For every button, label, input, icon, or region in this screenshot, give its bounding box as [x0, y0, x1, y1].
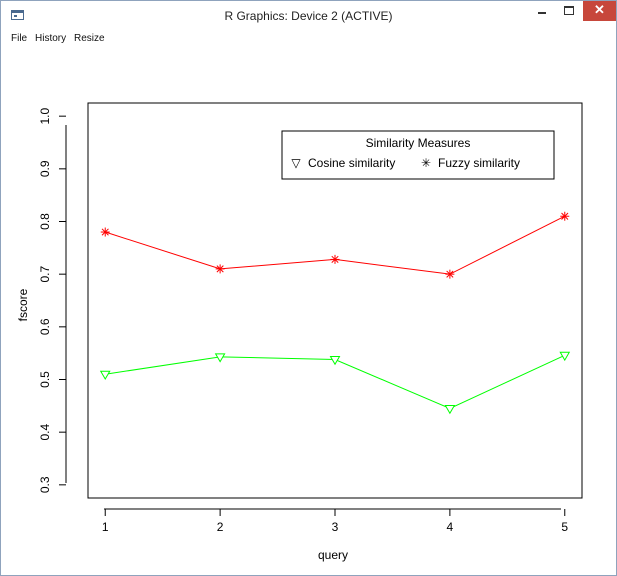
legend-fuzzy-label: Fuzzy similarity — [438, 156, 520, 170]
data-point-fuzzy-similarity — [215, 264, 225, 274]
close-icon: ✕ — [594, 2, 605, 17]
x-tick-label: 5 — [561, 520, 568, 534]
legend-cosine-icon: ▽ — [291, 156, 301, 170]
legend: Similarity Measures ▽ Cosine similarity … — [281, 130, 555, 180]
y-axis: 0.3 0.4 0.5 0.6 0.7 0.8 0.9 1.0 — [38, 108, 66, 493]
y-tick-label: 0.4 — [38, 424, 52, 441]
x-tick-label: 2 — [217, 520, 224, 534]
data-point-fuzzy-similarity — [445, 269, 455, 279]
series-line-fuzzy-similarity — [105, 215, 565, 275]
legend-fuzzy-icon: ✳ — [421, 156, 431, 170]
data-point-fuzzy-similarity — [560, 211, 570, 221]
data-point-cosine-similarity — [329, 355, 341, 366]
maximize-icon — [564, 6, 574, 15]
data-point-cosine-similarity — [444, 404, 456, 415]
data-point-fuzzy-similarity — [330, 254, 340, 264]
close-button[interactable]: ✕ — [583, 1, 616, 21]
x-axis: 1 2 3 4 5 — [102, 509, 568, 534]
window-title: R Graphics: Device 2 (ACTIVE) — [224, 9, 393, 23]
minimize-icon — [538, 12, 546, 14]
x-tick-label: 3 — [332, 520, 339, 534]
data-point-cosine-similarity — [559, 351, 571, 362]
minimize-button[interactable] — [529, 1, 555, 21]
y-tick-label: 0.6 — [38, 318, 52, 335]
y-axis-label: fscore — [16, 288, 30, 321]
series-layer — [99, 211, 571, 415]
menu-file[interactable]: File — [11, 33, 28, 44]
y-tick-label: 1.0 — [38, 108, 52, 125]
menu-bar: File History Resize — [1, 32, 616, 46]
data-point-cosine-similarity — [214, 353, 226, 363]
data-point-fuzzy-similarity — [100, 227, 110, 237]
plot-frame — [87, 102, 583, 499]
y-tick-label: 0.5 — [38, 371, 52, 388]
y-tick-label: 0.9 — [38, 160, 52, 177]
plot-area: 0.3 0.4 0.5 0.6 0.7 0.8 0.9 1.0 1 2 3 4 5 query fsc… — [16, 102, 583, 562]
window-icon[interactable] — [11, 10, 24, 20]
data-point-cosine-similarity — [99, 370, 111, 381]
y-tick-label: 0.3 — [38, 476, 52, 493]
legend-cosine-label: Cosine similarity — [308, 156, 395, 170]
x-tick-label: 4 — [447, 520, 454, 534]
x-tick-label: 1 — [102, 520, 109, 534]
y-tick-label: 0.8 — [38, 213, 52, 230]
legend-title: Similarity Measures — [366, 136, 471, 150]
menu-resize[interactable]: Resize — [74, 33, 105, 44]
title-bar[interactable]: R Graphics: Device 2 (ACTIVE) ✕ — [1, 1, 616, 31]
y-tick-label: 0.7 — [38, 266, 52, 283]
x-axis-label: query — [318, 548, 348, 562]
maximize-button[interactable] — [556, 1, 582, 21]
menu-history[interactable]: History — [35, 33, 67, 44]
legend-box — [281, 130, 555, 180]
